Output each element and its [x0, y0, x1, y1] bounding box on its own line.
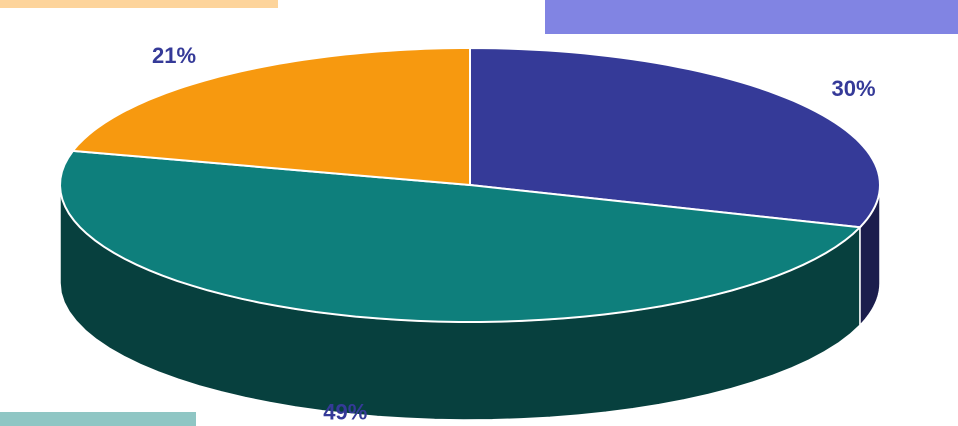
data-label: 21% [152, 43, 196, 68]
data-label: 30% [832, 76, 876, 101]
legend-swatch [0, 412, 196, 426]
slice [469, 46, 882, 229]
legend-swatch [545, 0, 958, 34]
slice [58, 149, 863, 323]
pie-tops [58, 46, 882, 323]
pie-labels: 30% 49% 21% [152, 43, 875, 424]
slice [70, 47, 471, 187]
legend-swatch [0, 0, 278, 8]
data-label: 49% [323, 400, 367, 425]
